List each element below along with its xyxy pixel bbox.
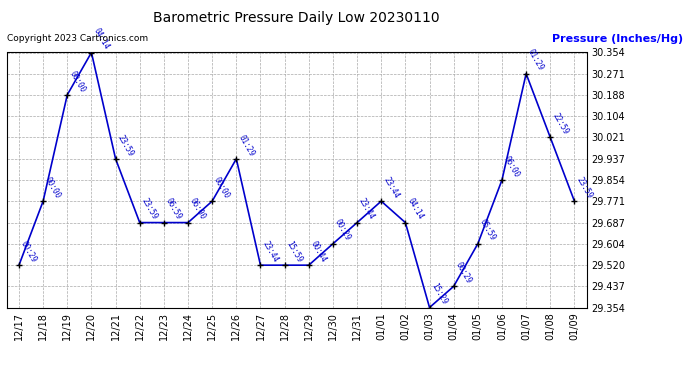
Text: 00:00: 00:00	[68, 69, 87, 93]
Text: 00:29: 00:29	[333, 218, 353, 243]
Text: 22:59: 22:59	[551, 112, 570, 136]
Text: 23:59: 23:59	[574, 176, 594, 200]
Text: 01:29: 01:29	[236, 133, 256, 158]
Text: 00:00: 00:00	[213, 176, 232, 200]
Text: 23:59: 23:59	[139, 197, 159, 221]
Text: 06:00: 06:00	[188, 197, 208, 221]
Text: 23:44: 23:44	[381, 176, 401, 200]
Text: 00:00: 00:00	[43, 176, 63, 200]
Text: 00:44: 00:44	[308, 239, 328, 264]
Text: 06:59: 06:59	[164, 197, 184, 221]
Text: 01:29: 01:29	[526, 48, 546, 72]
Text: 06:00: 06:00	[502, 154, 522, 179]
Text: Pressure (Inches/Hg): Pressure (Inches/Hg)	[552, 34, 683, 44]
Text: 05:59: 05:59	[477, 218, 497, 243]
Text: 23:59: 23:59	[115, 133, 135, 158]
Text: 15:59: 15:59	[284, 239, 304, 264]
Text: 04:14: 04:14	[91, 27, 111, 51]
Text: 00:29: 00:29	[19, 239, 39, 264]
Text: Copyright 2023 Cartronics.com: Copyright 2023 Cartronics.com	[7, 34, 148, 43]
Text: 23:44: 23:44	[261, 239, 280, 264]
Text: Barometric Pressure Daily Low 20230110: Barometric Pressure Daily Low 20230110	[153, 11, 440, 25]
Text: 00:29: 00:29	[454, 261, 473, 285]
Text: 23:44: 23:44	[357, 197, 377, 221]
Text: 04:14: 04:14	[406, 197, 425, 221]
Text: 15:29: 15:29	[429, 282, 449, 306]
